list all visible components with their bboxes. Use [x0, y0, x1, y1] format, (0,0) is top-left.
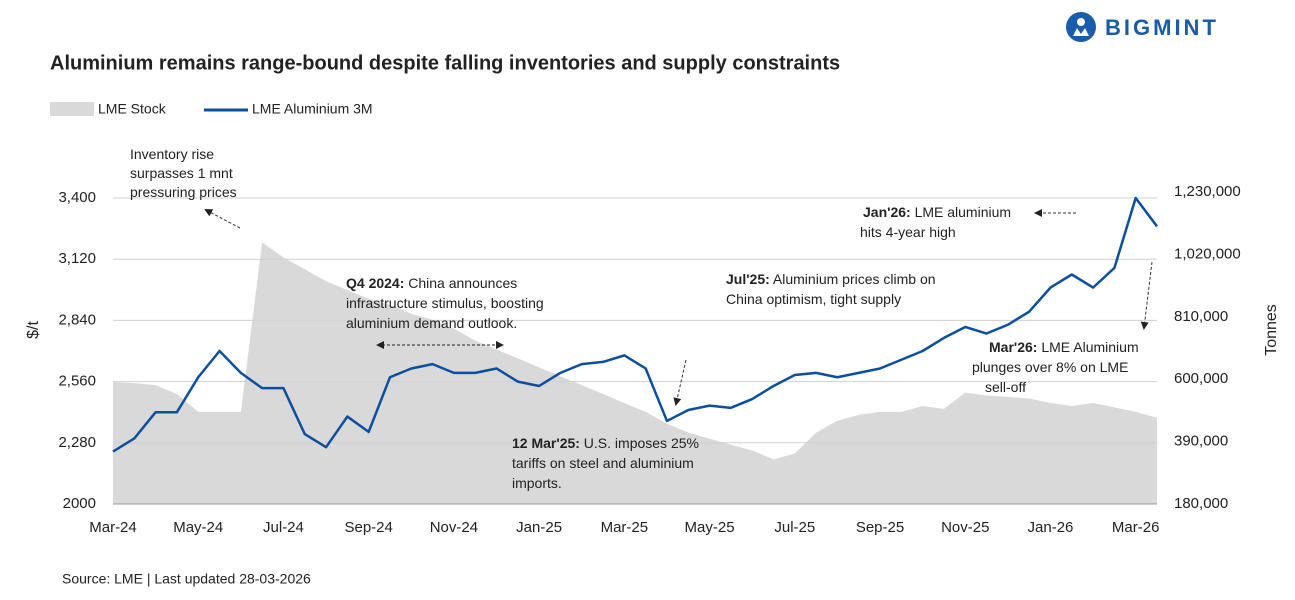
x-tick-label: May-24	[173, 519, 223, 536]
y-axis-title: $/t	[25, 321, 42, 339]
y2-tick-label: 390,000	[1174, 433, 1228, 450]
x-tick-label: Jul-25	[774, 519, 815, 536]
plot: 2000 2,280 2,560 2,840 3,120 3,400 180,000 390,…	[58, 183, 1240, 536]
logo: BIGMINT	[1066, 12, 1219, 42]
brand: BIGMINT	[1105, 15, 1219, 40]
stock-area	[113, 242, 1157, 504]
y2-tick-label: 810,000	[1174, 308, 1228, 325]
x-tick-label: Jul-24	[263, 519, 304, 536]
x-tick-label: Nov-25	[941, 519, 989, 536]
legend-label: LME Stock	[98, 101, 167, 117]
y2-tick-label: 180,000	[1174, 495, 1228, 512]
y2-axis-title: Tonnes	[1263, 304, 1280, 356]
x-tick-label: Sep-25	[856, 519, 904, 536]
source: Source: LME | Last updated 28-03-2026	[62, 571, 311, 587]
y-tick-label: 2,280	[58, 434, 96, 451]
y2-tick-label: 600,000	[1174, 370, 1228, 387]
chart-title: Aluminium remains range-bound despite fa…	[50, 52, 840, 74]
x-tick-label: Nov-24	[430, 519, 478, 536]
x-tick-label: May-25	[685, 519, 735, 536]
annotation: Jan'26: LME aluminium hits 4-year high	[860, 204, 1011, 240]
y-tick-label: 2,840	[58, 311, 96, 328]
arrow	[673, 359, 687, 406]
arrow	[1140, 261, 1153, 330]
annotation: Q4 2024: China announces infrastructure s…	[346, 275, 544, 331]
y-tick-label: 3,120	[58, 250, 96, 267]
y2-tick-label: 1,230,000	[1174, 183, 1241, 200]
x-tick-label: Mar-24	[89, 519, 137, 536]
x-tick-label: Mar-26	[1112, 519, 1160, 536]
arrow	[204, 209, 241, 229]
y-tick-label: 2,560	[58, 373, 96, 390]
annotation: 12 Mar'25: U.S. imposes 25% tariffs on st…	[512, 435, 699, 491]
x-tick-label: Sep-24	[344, 519, 392, 536]
legend-label: LME Aluminium 3M	[252, 101, 373, 117]
annotation: Inventory rise surpasses 1 mnt pressuring …	[130, 146, 237, 200]
annotation: Mar'26: LME Aluminium plunges over 8% on …	[972, 339, 1139, 395]
annotation: Jul'25: Aluminium prices climb on China o…	[726, 271, 936, 307]
y-tick-label: 3,400	[58, 189, 96, 206]
x-tick-label: Jan-25	[516, 519, 562, 536]
price-line	[112, 196, 1159, 453]
y-tick-label: 2000	[63, 495, 96, 512]
annotations: Inventory rise surpasses 1 mnt pressuring …	[130, 146, 1153, 491]
y2-tick-label: 1,020,000	[1174, 245, 1241, 262]
x-tick-label: Mar-25	[601, 519, 649, 536]
legend-swatch	[50, 102, 94, 116]
x-tick-label: Jan-26	[1028, 519, 1074, 536]
